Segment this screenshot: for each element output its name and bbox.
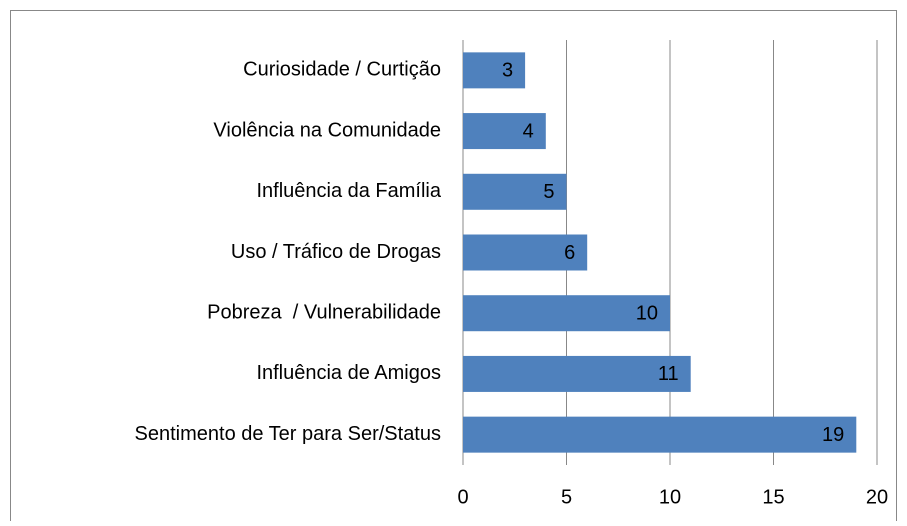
data-label: 11 [658,363,679,385]
x-tick-label: 15 [762,486,784,508]
bar [463,295,670,332]
bar [463,52,526,89]
data-label: 4 [523,120,534,142]
bar [463,416,857,453]
bar [463,234,588,271]
bar [463,355,691,392]
y-tick-label: Pobreza / Vulnerabilidade [207,301,441,323]
data-label: 19 [822,424,844,446]
data-label: 5 [543,181,554,203]
y-tick-label: Curiosidade / Curtição [243,59,441,81]
x-tick-label: 20 [866,486,888,508]
x-tick-label: 0 [457,486,468,508]
y-tick-label: Uso / Tráfico de Drogas [231,241,441,263]
data-label: 3 [502,60,513,82]
y-tick-label: Violência na Comunidade [213,119,441,141]
bar [463,173,567,210]
bar [463,113,546,150]
data-label: 10 [636,302,658,324]
y-tick-label: Influência de Amigos [256,362,441,384]
data-label: 6 [564,242,575,264]
x-tick-label: 10 [659,486,681,508]
y-tick-label: Sentimento de Ter para Ser/Status [135,423,441,445]
x-tick-label: 5 [561,486,572,508]
y-tick-label: Influência da Família [256,180,441,202]
